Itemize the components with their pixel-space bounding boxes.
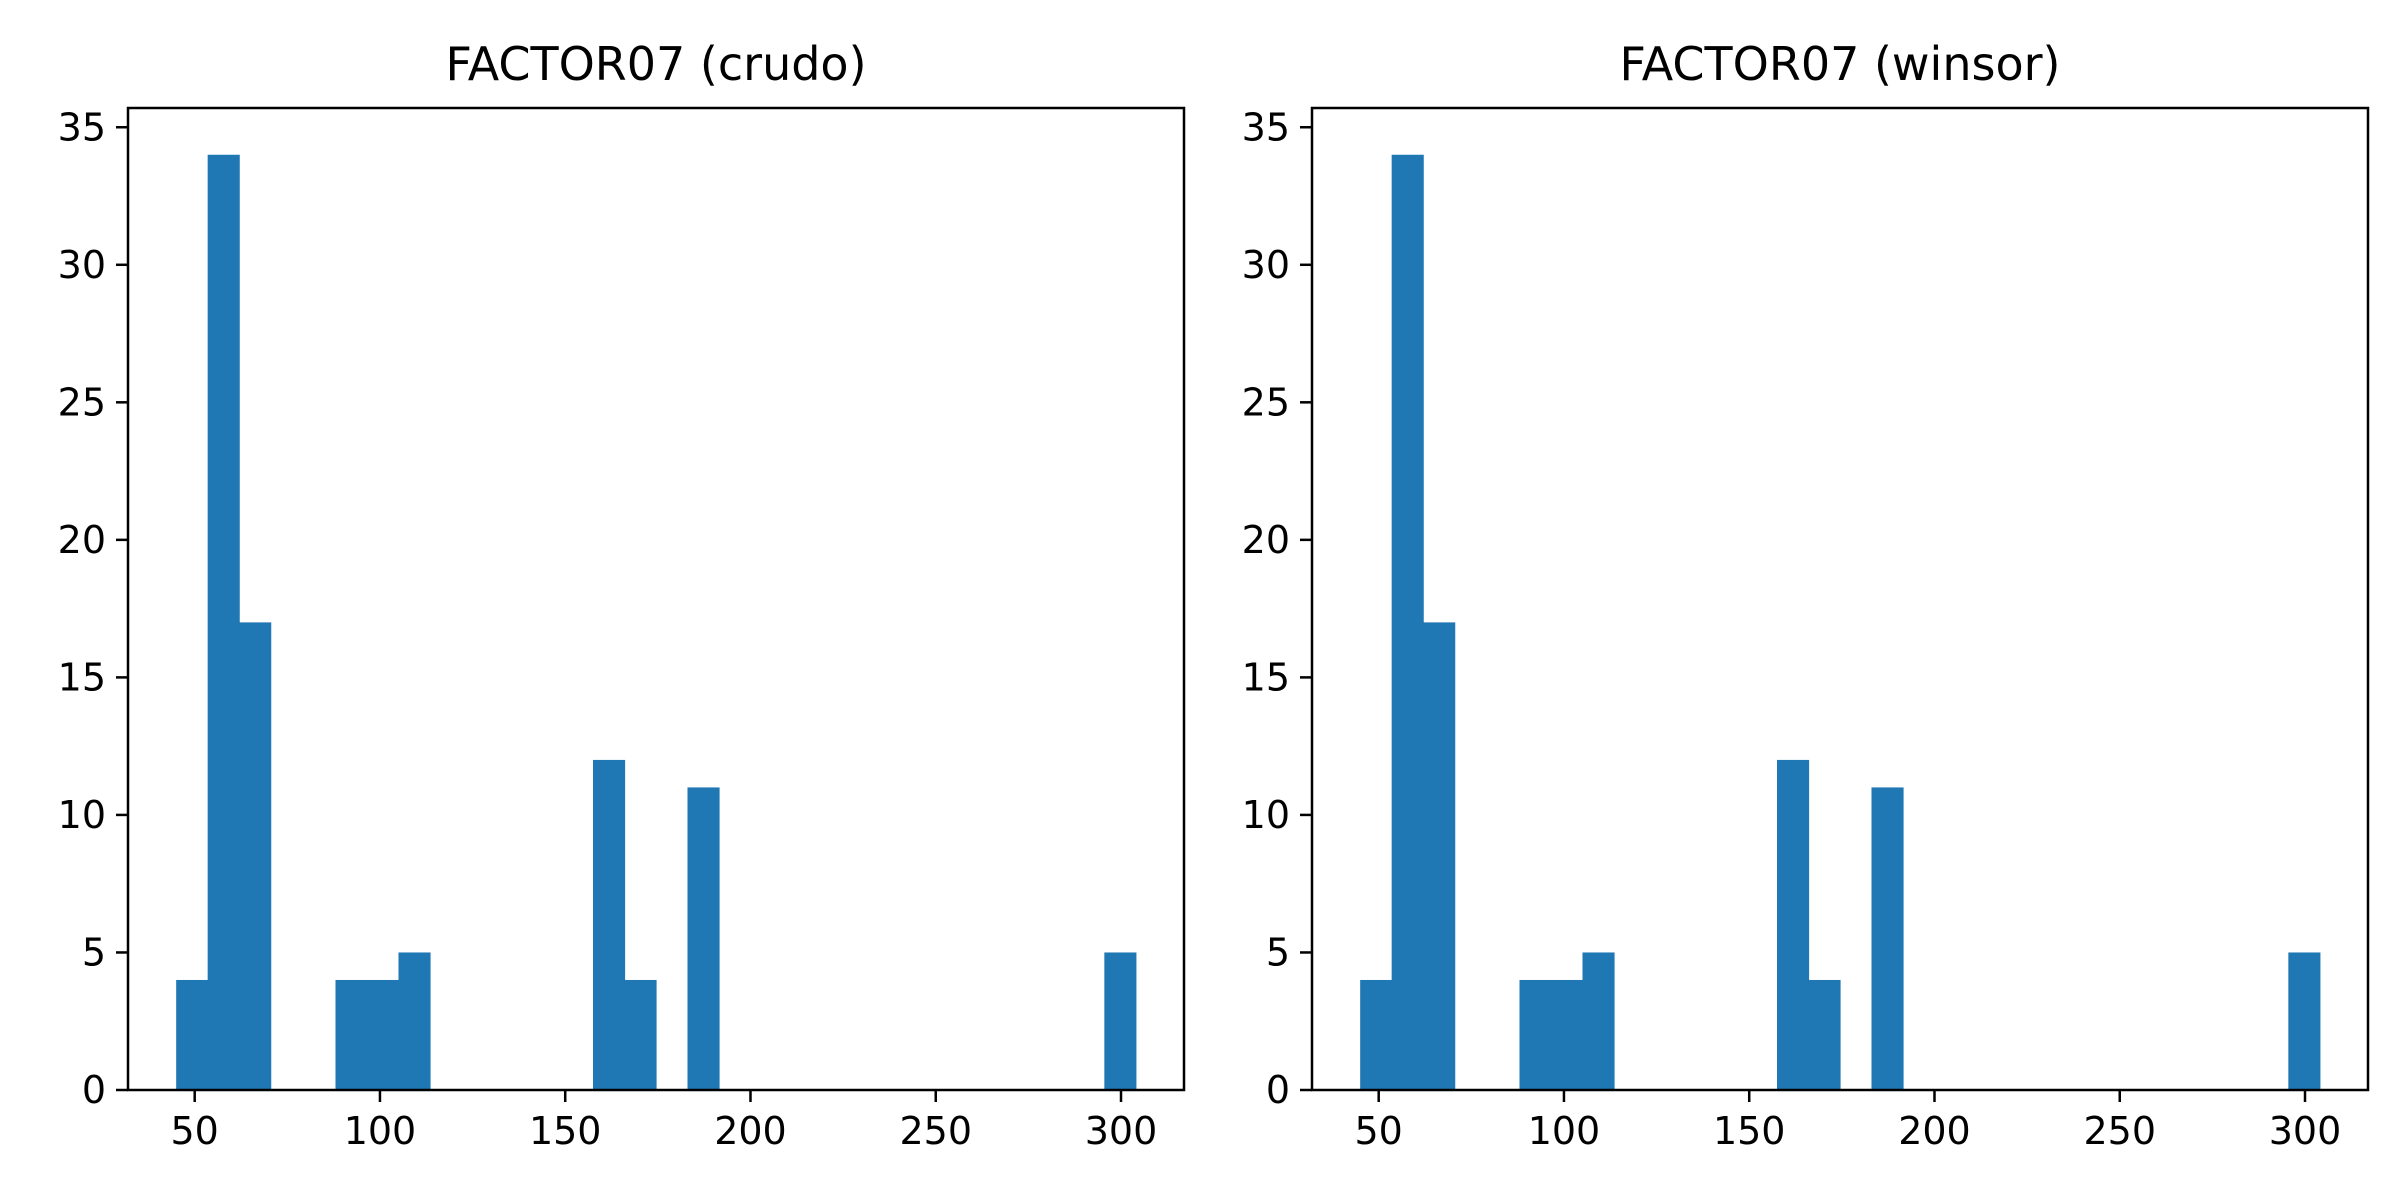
histogram-bar bbox=[1391, 154, 1424, 1090]
y-tick-label: 0 bbox=[1266, 1068, 1290, 1112]
x-axis-ticks-winsor: 50 100 150 200 250 300 bbox=[1355, 1090, 2342, 1153]
x-tick-label: 300 bbox=[2269, 1109, 2342, 1153]
x-tick-label: 150 bbox=[1713, 1109, 1786, 1153]
plot-frame-crudo bbox=[126, 106, 1186, 1092]
histogram-bar bbox=[593, 759, 626, 1090]
histogram-panel-winsor: FACTOR07 (winsor) 0 5 10 15 20 25 30 35 50 100 15… bbox=[1242, 37, 2370, 1153]
plot-frame-winsor bbox=[1310, 106, 2370, 1092]
histogram-bar bbox=[1550, 979, 1584, 1090]
y-tick-label: 35 bbox=[1242, 105, 1290, 149]
x-tick-label: 200 bbox=[714, 1109, 787, 1153]
histogram-bar bbox=[1423, 622, 1456, 1090]
bars-winsor bbox=[1360, 154, 2321, 1090]
y-axis-ticks-winsor: 0 5 10 15 20 25 30 35 bbox=[1242, 105, 1312, 1112]
y-tick-label: 10 bbox=[1242, 793, 1290, 837]
y-tick-label: 0 bbox=[82, 1068, 106, 1112]
x-tick-label: 50 bbox=[171, 1109, 219, 1153]
chart-title-winsor: FACTOR07 (winsor) bbox=[1620, 37, 2061, 91]
y-tick-label: 30 bbox=[58, 243, 106, 287]
histogram-bar bbox=[1582, 952, 1615, 1090]
y-tick-label: 10 bbox=[58, 793, 106, 837]
y-tick-label: 25 bbox=[58, 380, 106, 424]
chart-title-crudo: FACTOR07 (crudo) bbox=[445, 37, 866, 91]
y-tick-label: 20 bbox=[58, 518, 106, 562]
x-tick-label: 100 bbox=[344, 1109, 417, 1153]
histogram-bar bbox=[239, 622, 272, 1090]
histogram-bar bbox=[1777, 759, 1810, 1090]
histogram-bar bbox=[1808, 979, 1841, 1090]
histogram-bar bbox=[624, 979, 657, 1090]
histogram-bar bbox=[398, 952, 431, 1090]
histogram-bar bbox=[1519, 979, 1552, 1090]
y-tick-label: 15 bbox=[1242, 655, 1290, 699]
histogram-bar bbox=[1360, 979, 1393, 1090]
y-tick-label: 5 bbox=[82, 930, 106, 974]
histogram-bar bbox=[2288, 952, 2321, 1090]
histogram-bar bbox=[207, 154, 240, 1090]
y-tick-label: 30 bbox=[1242, 243, 1290, 287]
histogram-bar bbox=[366, 979, 400, 1090]
x-tick-label: 300 bbox=[1085, 1109, 1158, 1153]
y-tick-label: 25 bbox=[1242, 380, 1290, 424]
bars-crudo bbox=[176, 154, 1137, 1090]
histogram-panel-crudo: FACTOR07 (crudo) 0 5 10 15 20 25 30 35 50 100 150… bbox=[58, 37, 1186, 1153]
histogram-bar bbox=[687, 787, 720, 1090]
x-tick-label: 150 bbox=[529, 1109, 602, 1153]
histogram-bar bbox=[335, 979, 368, 1090]
histogram-bar bbox=[176, 979, 209, 1090]
x-tick-label: 200 bbox=[1898, 1109, 1971, 1153]
y-tick-label: 20 bbox=[1242, 518, 1290, 562]
y-tick-label: 35 bbox=[58, 105, 106, 149]
x-tick-label: 250 bbox=[2083, 1109, 2156, 1153]
x-tick-label: 250 bbox=[899, 1109, 972, 1153]
histogram-bar bbox=[1104, 952, 1137, 1090]
x-tick-label: 100 bbox=[1528, 1109, 1601, 1153]
y-axis-ticks-crudo: 0 5 10 15 20 25 30 35 bbox=[58, 105, 128, 1112]
y-tick-label: 5 bbox=[1266, 930, 1290, 974]
x-axis-ticks-crudo: 50 100 150 200 250 300 bbox=[171, 1090, 1158, 1153]
x-tick-label: 50 bbox=[1355, 1109, 1403, 1153]
histogram-bar bbox=[1871, 787, 1904, 1090]
y-tick-label: 15 bbox=[58, 655, 106, 699]
